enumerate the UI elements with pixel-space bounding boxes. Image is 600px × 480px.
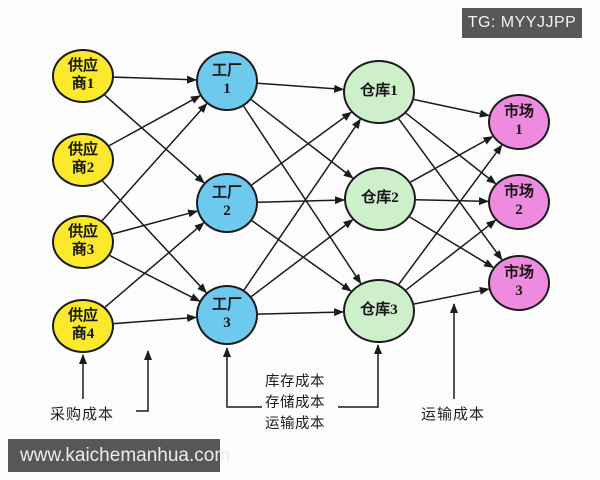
edge-s3-f3 bbox=[109, 254, 201, 302]
node-s3-supplier: 供应 商3 bbox=[52, 215, 114, 269]
edge-f3-w3 bbox=[257, 308, 345, 317]
node-s4-supplier: 供应 商4 bbox=[52, 299, 114, 353]
node-f1-factory: 工厂 1 bbox=[196, 51, 258, 111]
edge-w2-m2 bbox=[415, 197, 490, 206]
edge-s1-f1 bbox=[113, 75, 198, 84]
annotation-arrow-4 bbox=[338, 344, 382, 408]
edge-f2-w2 bbox=[257, 196, 346, 205]
node-m1-market: 市场 1 bbox=[488, 94, 550, 150]
node-w3-warehouse: 仓库3 bbox=[343, 279, 415, 343]
edge-w2-m1 bbox=[410, 135, 494, 183]
edge-s3-f1 bbox=[101, 102, 208, 222]
edge-s3-f2 bbox=[112, 209, 199, 235]
node-w1-warehouse: 仓库1 bbox=[343, 60, 415, 124]
edge-f2-w3 bbox=[251, 220, 352, 292]
site-watermark: www.kaichemanhua.com bbox=[8, 439, 230, 472]
edge-s4-f3 bbox=[113, 314, 198, 325]
annotation-arrow-3 bbox=[223, 347, 262, 408]
node-f3-factory: 工厂 3 bbox=[196, 285, 258, 345]
tg-watermark-badge: TG: MYYJJPP bbox=[462, 8, 582, 38]
edge-s1-f2 bbox=[104, 94, 205, 184]
edge-s4-f2 bbox=[104, 222, 205, 308]
edge-w1-m2 bbox=[405, 112, 497, 185]
node-m2-market: 市场 2 bbox=[488, 174, 550, 230]
node-s2-supplier: 供应 商2 bbox=[52, 133, 114, 187]
inventory-cost-line: 库存成本 bbox=[265, 374, 325, 390]
annotation-arrow-2 bbox=[136, 350, 152, 412]
procurement-cost-label: 采购成本 bbox=[50, 407, 115, 423]
node-s1-supplier: 供应 商1 bbox=[52, 49, 114, 103]
edge-f1-w1 bbox=[257, 82, 345, 93]
edge-w1-m3 bbox=[398, 118, 503, 261]
edge-w3-m2 bbox=[405, 219, 497, 291]
edge-f3-w1 bbox=[243, 118, 361, 291]
node-f2-factory: 工厂 2 bbox=[196, 173, 258, 233]
edge-f3-w2 bbox=[250, 219, 354, 298]
edge-w1-m1 bbox=[413, 98, 490, 118]
edge-f1-w2 bbox=[250, 99, 354, 179]
edge-f1-w3 bbox=[243, 105, 362, 285]
warehouse-transport-cost-line: 运输成本 bbox=[265, 416, 325, 432]
edge-w3-m1 bbox=[398, 144, 503, 285]
node-w2-warehouse: 仓库2 bbox=[344, 167, 416, 231]
warehouse-costs-label: 库存成本 存储成本 运输成本 bbox=[265, 372, 325, 435]
storage-cost-line: 存储成本 bbox=[265, 395, 325, 411]
edge-s2-f3 bbox=[101, 180, 207, 294]
node-m3-market: 市场 3 bbox=[488, 255, 550, 311]
edge-s2-f1 bbox=[108, 95, 201, 147]
edge-w3-m3 bbox=[413, 286, 490, 305]
edge-f2-w1 bbox=[251, 111, 352, 186]
edge-w2-m3 bbox=[409, 216, 495, 269]
transport-cost-label: 运输成本 bbox=[421, 407, 486, 423]
